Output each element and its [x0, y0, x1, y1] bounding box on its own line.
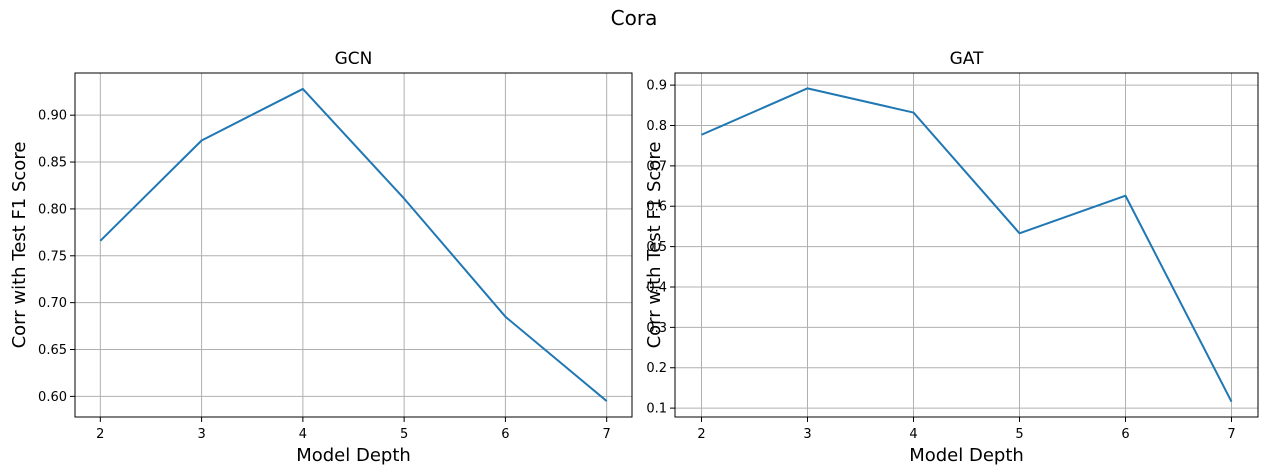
- x-tick-label: 5: [1015, 427, 1023, 442]
- subplot-title: GAT: [950, 49, 984, 69]
- series-line: [701, 87, 1233, 403]
- x-tick-label: 3: [197, 427, 205, 442]
- subplot-title: GCN: [335, 49, 373, 69]
- x-tick-label: 7: [1227, 427, 1235, 442]
- y-tick-label: 0.1: [646, 402, 667, 417]
- y-tick-label: 0.9: [646, 79, 667, 94]
- x-axis-label: Model Depth: [296, 445, 411, 466]
- x-tick-label: 2: [697, 427, 705, 442]
- subplot-gat: 2 3 4 5 6 7 0.1 0.2 0.3 0.4 0.5 0.6 0.7 0.8 0.9 GAT Mode…: [644, 49, 1259, 466]
- y-tick-label: 0.70: [38, 296, 67, 311]
- x-tick-label: 7: [603, 427, 611, 442]
- series-line: [99, 87, 608, 402]
- x-axis-label: Model Depth: [909, 445, 1024, 466]
- y-tick-label: 0.90: [38, 109, 67, 124]
- x-tick-label: 6: [501, 427, 509, 442]
- y-tick-label: 0.2: [646, 361, 667, 376]
- plot-frame: [674, 72, 1259, 418]
- y-tick-label: 0.5: [646, 240, 667, 255]
- plot-frame: [74, 72, 633, 418]
- x-tick-label: 4: [299, 427, 307, 442]
- y-tick-label: 0.65: [38, 343, 67, 358]
- y-tick-label: 0.4: [646, 280, 667, 295]
- y-tick-label: 0.85: [38, 156, 67, 171]
- y-tick-label: 0.80: [38, 202, 67, 217]
- subplots: 2 3 4 5 6 70.600.650.700.750.800.850.90GCNMod…: [9, 49, 1259, 466]
- x-tick-label: 2: [96, 427, 104, 442]
- y-tick-label: 0.60: [38, 390, 67, 405]
- x-tick-label: 4: [909, 427, 917, 442]
- y-tick-label: 0.3: [646, 321, 667, 336]
- x-tick-label: 3: [803, 427, 811, 442]
- figure-title: Cora: [611, 6, 658, 30]
- x-tick-label: 6: [1121, 427, 1129, 442]
- y-axis-label: Corr with Test F1 Score: [644, 142, 665, 349]
- y-tick-label: 0.6: [646, 200, 667, 215]
- x-tick-label: 5: [400, 427, 408, 442]
- y-tick-label: 0.7: [646, 159, 667, 174]
- subplot-gcn: 2 3 4 5 6 7 0.60 0.65 0.70 0.75 0.80 0.85 0.90 GCN Mod…: [9, 49, 633, 466]
- y-tick-label: 0.75: [38, 249, 67, 264]
- y-axis-label: Corr with Test F1 Score: [9, 142, 30, 349]
- y-tick-label: 0.8: [646, 119, 667, 134]
